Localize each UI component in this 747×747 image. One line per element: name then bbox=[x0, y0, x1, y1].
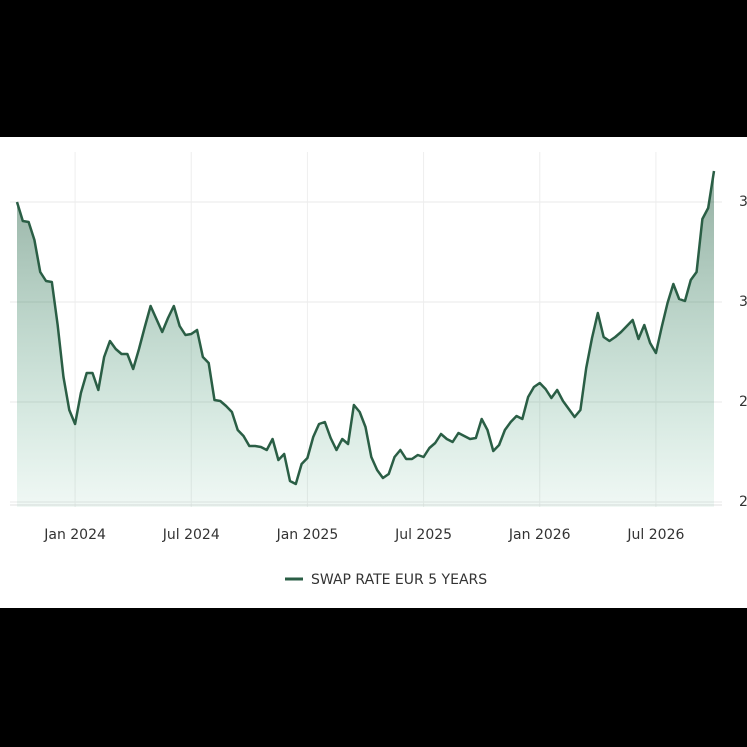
top-band bbox=[0, 0, 747, 137]
x-tick-label: Jan 2024 bbox=[43, 527, 106, 543]
y-tick-label: 3 bbox=[739, 294, 747, 310]
x-tick-label: Jul 2026 bbox=[626, 527, 684, 543]
y-tick-label: 3 bbox=[739, 194, 747, 210]
line bbox=[15, 170, 716, 486]
area-fill bbox=[17, 171, 714, 507]
x-tick-label: Jan 2026 bbox=[508, 527, 571, 543]
x-tick-label: Jul 2025 bbox=[394, 527, 452, 543]
x-tick-label: Jan 2025 bbox=[276, 527, 339, 543]
bottom-band bbox=[0, 608, 747, 747]
x-tick-label: Jul 2024 bbox=[162, 527, 220, 543]
legend-label: SWAP RATE EUR 5 YEARS bbox=[311, 572, 487, 588]
y-tick-label: 2 bbox=[739, 494, 747, 510]
y-tick-label: 2 bbox=[739, 394, 747, 410]
